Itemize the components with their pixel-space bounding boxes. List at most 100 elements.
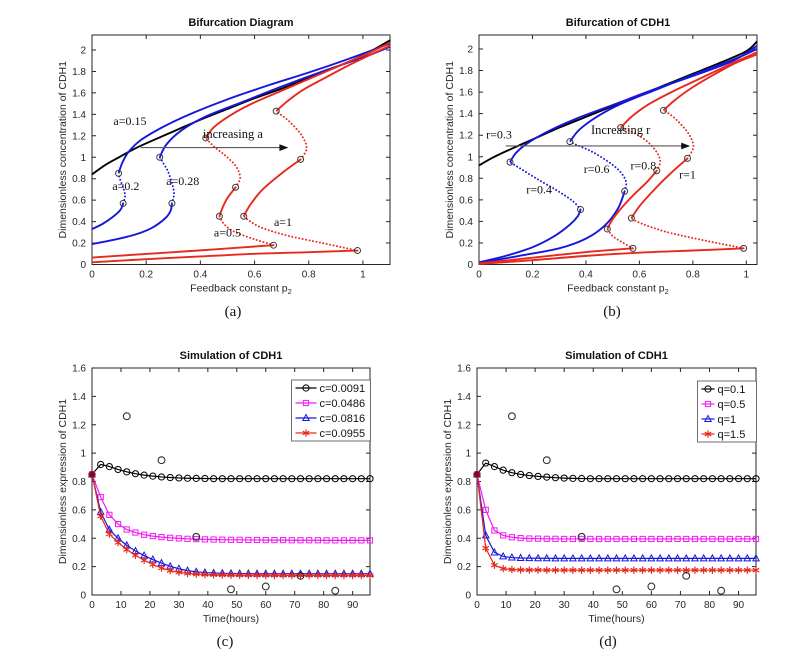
asterisk-marker — [279, 571, 287, 580]
square-marker — [332, 537, 339, 544]
circle-marker — [656, 475, 664, 483]
y-tick-label: 1.4 — [72, 392, 86, 403]
data-point-outlier — [647, 582, 656, 591]
fold-point — [353, 247, 361, 255]
square-marker — [302, 399, 310, 407]
asterisk-marker — [340, 571, 348, 580]
circle-marker — [97, 460, 105, 469]
asterisk-marker — [709, 566, 716, 574]
series-line — [476, 474, 756, 559]
fold-point — [566, 138, 574, 146]
y-tick-label: 0.2 — [72, 562, 86, 573]
x-tick-label: 20 — [530, 600, 542, 611]
triangle-marker — [490, 547, 499, 556]
x-axis-label: Feedback constant p2 — [567, 283, 669, 297]
circle-marker — [700, 475, 708, 483]
y-tick-label: 0.6 — [457, 505, 471, 516]
caption-b: (b) — [603, 304, 621, 320]
square-marker — [704, 400, 712, 408]
x-tick-label: 0.8 — [302, 270, 316, 281]
square-marker — [534, 535, 542, 542]
bifurcation-branch — [662, 109, 695, 160]
square-marker — [349, 537, 356, 544]
x-tick-label: 70 — [675, 600, 687, 611]
square-marker — [604, 535, 611, 543]
x-tick-label: 0.4 — [579, 270, 593, 281]
x-tick-label: 0.6 — [248, 270, 262, 281]
circle-marker — [192, 474, 200, 482]
legend-entry: q=0.5 — [718, 399, 746, 411]
bifurcation-branch — [242, 215, 359, 252]
fold-point — [577, 206, 585, 214]
square-marker — [210, 536, 217, 543]
circle-marker — [752, 475, 760, 483]
circle-marker — [236, 475, 244, 483]
circle-marker — [499, 466, 507, 474]
x-tick-label: 0.6 — [632, 270, 646, 281]
fold-point — [617, 124, 625, 132]
x-tick-label: 0.2 — [526, 270, 540, 281]
y-tick-label: 0.8 — [459, 174, 473, 185]
square-marker — [323, 537, 330, 544]
arrow-head — [681, 142, 691, 150]
circle-marker — [322, 475, 331, 483]
bifurcation-branch — [478, 247, 744, 265]
asterisk-marker — [297, 571, 304, 580]
square-marker — [683, 535, 690, 543]
square-marker — [106, 511, 113, 518]
bifurcation-branch — [630, 217, 745, 250]
asterisk-marker — [244, 571, 252, 580]
asterisk-marker — [114, 538, 122, 547]
fold-point — [168, 199, 176, 207]
x-axis-label: Feedback constant p2 — [190, 283, 292, 297]
triangle-marker — [647, 553, 656, 562]
asterisk-marker — [305, 571, 313, 580]
bifurcation-branch — [218, 186, 237, 217]
initial-condition-dot — [89, 471, 95, 478]
fold-point — [215, 212, 223, 220]
triangle-marker — [725, 553, 734, 562]
x-tick-label: 90 — [347, 600, 359, 611]
square-marker — [718, 535, 725, 543]
y-tick-label: 0.6 — [72, 505, 86, 516]
triangle-marker — [595, 553, 604, 562]
square-marker — [306, 537, 313, 544]
y-axis-label: Dimensionless concentration of CDH1 — [444, 61, 456, 239]
asterisk-marker — [314, 571, 322, 580]
circle-marker — [595, 475, 603, 483]
asterisk-marker — [271, 571, 278, 580]
square-marker — [201, 536, 209, 543]
circle-marker — [543, 473, 551, 481]
bifurcation-branch — [204, 137, 242, 189]
circle-marker — [175, 474, 183, 482]
x-tick-label: 0.2 — [139, 270, 153, 281]
circle-marker — [131, 470, 140, 478]
circle-marker — [630, 475, 638, 483]
x-tick-label: 30 — [559, 600, 571, 611]
y-axis-label: Dimensionless expression of CDH1 — [57, 399, 69, 564]
square-marker — [167, 534, 174, 541]
asterisk-marker — [366, 571, 374, 580]
curve-annotation: r=0.4 — [526, 182, 552, 196]
circle-marker — [682, 475, 690, 483]
circle-marker — [201, 474, 209, 483]
asterisk-marker — [639, 566, 647, 574]
x-tick-label: 60 — [260, 600, 272, 611]
square-marker — [482, 506, 489, 513]
asterisk-marker — [149, 560, 157, 569]
square-marker — [517, 535, 524, 542]
circle-marker — [279, 475, 287, 483]
square-marker — [366, 537, 374, 544]
fold-point — [629, 244, 637, 252]
square-marker — [508, 534, 515, 541]
data-point-outlier — [331, 586, 340, 595]
square-marker — [500, 532, 507, 539]
asterisk-marker — [691, 566, 699, 574]
circle-marker — [166, 473, 174, 482]
asterisk-marker — [665, 566, 673, 574]
circle-marker — [296, 475, 305, 483]
y-tick-label: 1.6 — [72, 364, 86, 375]
panel-title: Bifurcation Diagram — [188, 17, 293, 29]
asterisk-marker — [105, 530, 113, 538]
circle-marker — [551, 474, 560, 482]
